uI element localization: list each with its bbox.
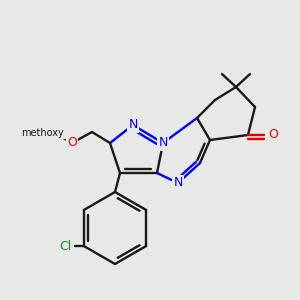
Text: methoxy: methoxy <box>22 128 64 138</box>
Text: O: O <box>268 128 278 142</box>
Text: N: N <box>128 118 138 131</box>
Text: O: O <box>67 136 77 149</box>
Text: N: N <box>158 136 168 149</box>
Text: N: N <box>173 176 183 190</box>
Text: Cl: Cl <box>60 239 72 253</box>
